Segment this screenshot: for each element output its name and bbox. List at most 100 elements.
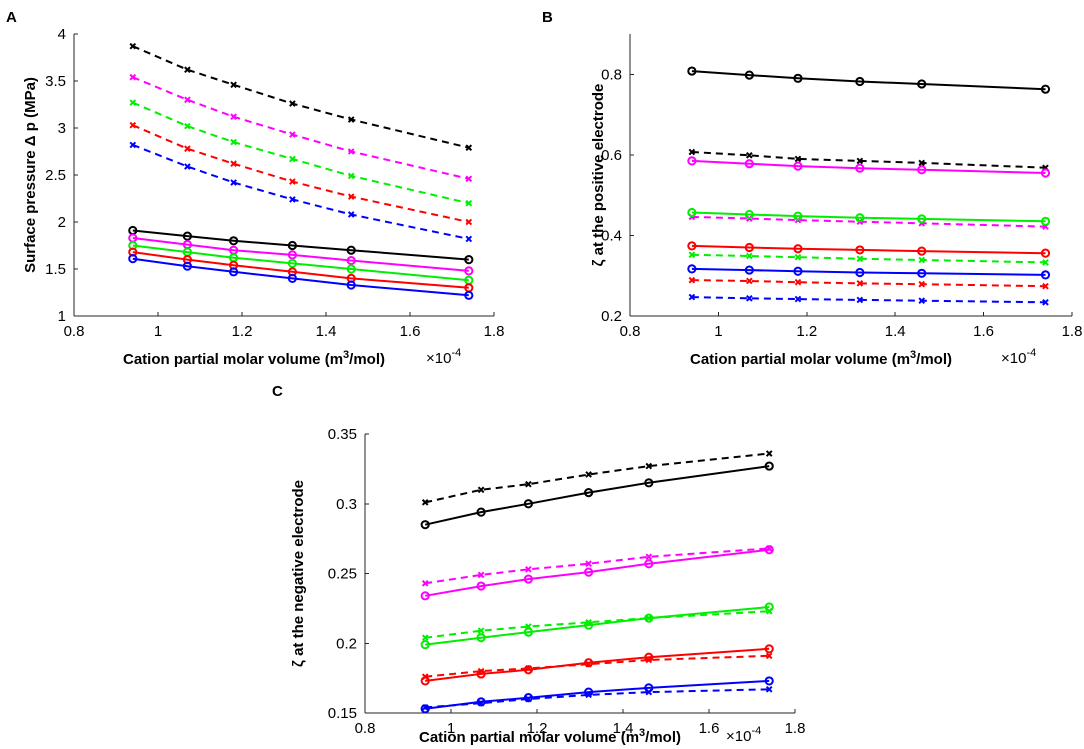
data-point	[855, 267, 865, 278]
data-point	[230, 179, 237, 186]
panel-b: B0.8 1 1.2 1.4 1.6 1.80.20.40.60.8ζ at the po…	[542, 9, 1082, 368]
data-point	[525, 480, 532, 488]
data-point	[523, 627, 534, 637]
data-point	[918, 256, 926, 264]
x-axis-label-sup: 3	[639, 727, 645, 739]
series-line	[691, 211, 1046, 223]
x-tick-label: 0.8	[64, 323, 85, 340]
x-axis-label-tail: /mol)	[916, 351, 952, 368]
data-point	[688, 276, 696, 284]
series-line	[691, 215, 1046, 228]
data-point	[230, 113, 237, 121]
x-axis-label-sup: 3	[343, 349, 349, 361]
data-point	[584, 620, 594, 630]
data-point	[1042, 298, 1049, 306]
data-point	[764, 676, 774, 686]
data-point	[746, 277, 753, 285]
data-point	[420, 704, 430, 714]
series-line	[691, 70, 1046, 91]
data-point	[465, 144, 473, 152]
y-tick-label: 2	[58, 214, 66, 231]
data-point	[346, 280, 356, 290]
data-point	[476, 581, 486, 591]
series-line	[425, 606, 770, 646]
series-red-dashed	[688, 276, 1049, 290]
data-point	[477, 571, 485, 579]
data-point	[346, 245, 356, 255]
series-red-dashed	[129, 121, 473, 226]
series-line	[132, 101, 470, 205]
data-point	[918, 280, 926, 288]
data-point	[525, 566, 532, 573]
y-axis-label: Surface pressure Δ p (MPa)	[22, 77, 39, 273]
data-point	[465, 199, 473, 207]
panel-letter: B	[542, 9, 553, 26]
series-blue-dashed	[688, 293, 1049, 306]
y-tick-label: 0.15	[328, 705, 357, 722]
series-line	[425, 679, 770, 710]
data-point	[476, 507, 486, 517]
data-point	[346, 255, 356, 266]
data-point	[465, 218, 473, 226]
series-black-solid	[128, 225, 474, 265]
x-tick-label: 1.2	[527, 720, 548, 737]
data-point	[347, 172, 355, 180]
series-black-dashed	[688, 148, 1049, 172]
data-point	[793, 211, 803, 221]
y-tick-label: 0.35	[328, 426, 357, 443]
data-point	[856, 296, 864, 304]
data-point	[794, 295, 802, 303]
data-point	[744, 209, 754, 220]
x-scale-factor: ×10-4	[726, 725, 761, 745]
x-axis-label: Cation partial molar volume (m3/mol)	[123, 349, 385, 368]
data-point	[687, 66, 697, 76]
data-point	[794, 278, 802, 286]
data-point	[476, 633, 486, 643]
data-point	[182, 261, 192, 271]
x-scale-base: ×10	[426, 350, 451, 367]
series-green-solid	[420, 602, 774, 650]
data-point	[917, 214, 927, 224]
data-point	[744, 70, 754, 80]
y-tick-label: 0.6	[601, 147, 622, 164]
data-point	[584, 687, 594, 697]
x-scale-base: ×10	[1001, 350, 1026, 367]
y-tick-label: 0.3	[336, 496, 357, 513]
data-point	[687, 241, 697, 251]
data-point	[421, 499, 429, 506]
data-point	[523, 693, 534, 703]
data-point	[1040, 84, 1051, 94]
data-point	[585, 471, 592, 478]
data-point	[746, 294, 753, 302]
data-point	[523, 665, 534, 675]
y-tick-label: 0.4	[601, 227, 622, 244]
x-tick-label: 1.6	[400, 323, 421, 340]
series-line	[132, 251, 469, 289]
data-point	[1040, 216, 1051, 226]
series-line	[132, 124, 470, 223]
data-point	[644, 559, 654, 569]
data-point	[764, 602, 774, 612]
x-tick-label: 1.8	[785, 720, 806, 737]
series-magenta-solid	[128, 233, 474, 276]
x-scale-factor: ×10-4	[426, 347, 461, 367]
series-line	[691, 279, 1046, 288]
data-point	[477, 486, 485, 494]
data-point	[184, 96, 191, 104]
series-black-solid	[687, 66, 1051, 94]
data-point	[421, 579, 429, 587]
data-point	[289, 196, 296, 203]
series-black-solid	[420, 461, 774, 530]
data-point	[855, 163, 865, 173]
data-point	[1040, 270, 1051, 280]
data-point	[230, 81, 237, 89]
data-point	[420, 676, 430, 686]
y-tick-label: 0.8	[601, 66, 622, 83]
y-axis-label: ζ at the positive electrode	[590, 84, 607, 267]
panel-c: C 0.8 1 1.2 1.4 1.6 1.8 0.15 0.2 0.25 0.3 0.35 ζ at …	[272, 383, 805, 746]
y-tick-label: 3.5	[45, 73, 66, 90]
series-line	[425, 688, 770, 709]
series-red-solid	[420, 644, 774, 686]
x-tick-label: 1.2	[232, 323, 253, 340]
